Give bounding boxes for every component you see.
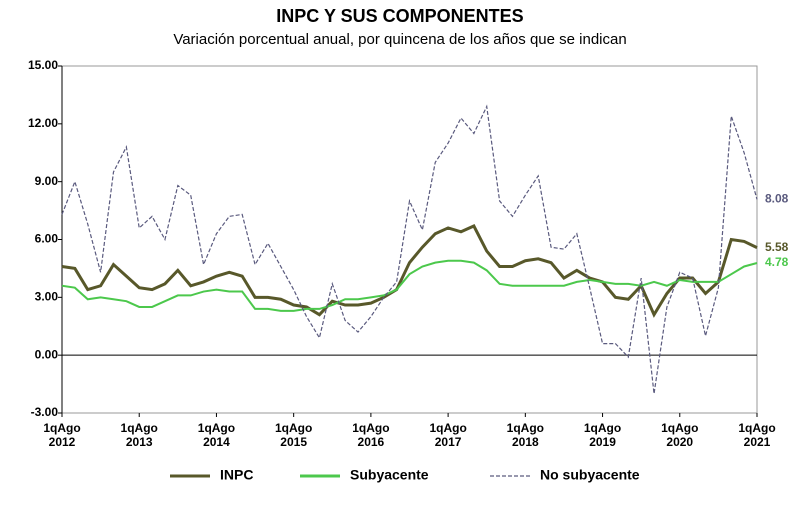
x-tick-label: 1qAgo 2018 — [506, 421, 544, 449]
x-tick-label: 1qAgo 2015 — [274, 421, 313, 449]
legend-label: No subyacente — [540, 467, 640, 483]
legend-label: INPC — [220, 467, 253, 483]
x-tick-label: 1qAgo 2021 — [738, 421, 776, 449]
end-label: 8.08 — [765, 192, 789, 206]
x-tick-label: 1qAgo 2019 — [583, 421, 622, 449]
end-label: 4.78 — [765, 255, 789, 269]
x-tick-label: 1qAgo 2016 — [352, 421, 390, 449]
end-label: 5.58 — [765, 240, 789, 254]
chart-subtitle: Variación porcentual anual, por quincena… — [173, 31, 626, 48]
y-tick-label: -3.00 — [31, 405, 59, 419]
x-tick-label: 1qAgo 2013 — [120, 421, 158, 449]
series-line — [61, 104, 758, 394]
y-tick-label: 0.00 — [35, 347, 59, 361]
chart-title: INPC Y SUS COMPONENTES — [276, 6, 523, 26]
y-tick-label: 6.00 — [35, 232, 59, 246]
legend-label: Subyacente — [350, 467, 429, 483]
series-line — [61, 259, 758, 312]
x-tick-label: 1qAgo 2020 — [661, 421, 699, 449]
y-tick-label: 12.00 — [28, 116, 58, 130]
x-tick-label: 1qAgo 2017 — [429, 421, 467, 449]
x-tick-label: 1qAgo 2014 — [197, 421, 236, 449]
x-tick-label: 1qAgo 2012 — [43, 421, 81, 449]
plot-frame — [61, 65, 758, 414]
y-tick-label: 9.00 — [35, 174, 59, 188]
y-tick-label: 3.00 — [35, 290, 59, 304]
y-tick-label: 15.00 — [28, 58, 58, 72]
